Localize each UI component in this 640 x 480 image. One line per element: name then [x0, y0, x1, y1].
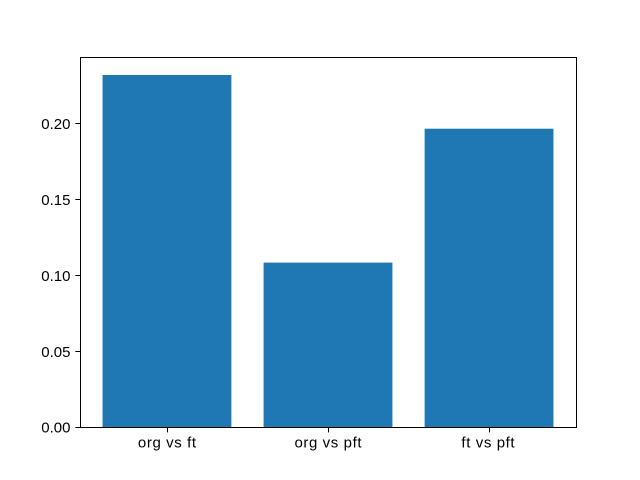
svg-text:org vs ft: org vs ft: [138, 435, 197, 452]
svg-text:0.05: 0.05: [41, 344, 70, 361]
svg-text:0.00: 0.00: [41, 420, 70, 437]
svg-text:org vs pft: org vs pft: [294, 435, 362, 452]
svg-text:ft vs pft: ft vs pft: [461, 435, 515, 452]
svg-text:0.15: 0.15: [41, 192, 70, 209]
svg-text:0.10: 0.10: [41, 268, 70, 285]
svg-text:0.20: 0.20: [41, 116, 70, 133]
